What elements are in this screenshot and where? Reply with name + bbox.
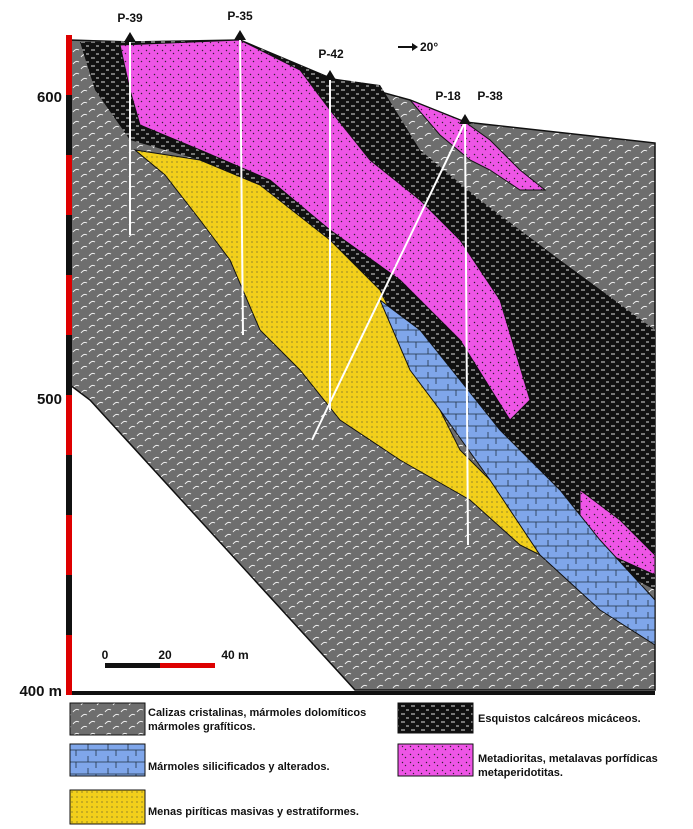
geology xyxy=(70,40,655,690)
legend-swatch xyxy=(70,703,145,735)
scale-label: 20 xyxy=(158,648,172,662)
orientation: 20° xyxy=(398,40,438,54)
scale-segment xyxy=(160,663,215,668)
drill-label: P-35 xyxy=(227,9,253,23)
ruler xyxy=(66,35,72,695)
drill-label: P-39 xyxy=(117,11,143,25)
legend-text: Menas piríticas masivas y estratiformes. xyxy=(148,806,359,818)
cross-section: P-39 P-35 P-42 P-18 P-38 20° 600 500 400… xyxy=(0,0,693,829)
drill-label: P-18 xyxy=(435,89,461,103)
legend-text: Calizas cristalinas, mármoles dolomítico… xyxy=(148,707,366,719)
legend-swatch xyxy=(398,744,473,776)
legend-swatch xyxy=(70,790,145,824)
ruler-segment xyxy=(66,155,72,215)
legend-text: Mármoles silicificados y alterados. xyxy=(148,761,330,773)
legend: Calizas cristalinas, mármoles dolomítico… xyxy=(70,703,658,824)
scale-segment xyxy=(105,663,160,668)
elevation-label: 600 xyxy=(37,89,62,106)
legend-text: metaperidotitas. xyxy=(478,767,563,779)
ruler-segment xyxy=(66,35,72,95)
legend-swatch xyxy=(70,744,145,776)
ruler-segment xyxy=(66,275,72,335)
scale-label: 40 m xyxy=(221,648,248,662)
ruler-segment xyxy=(66,395,72,455)
scale-label: 0 xyxy=(102,648,109,662)
legend-text: mármoles grafíticos. xyxy=(148,721,256,733)
legend-text: Esquistos calcáreos micáceos. xyxy=(478,713,641,725)
ruler-segment xyxy=(66,635,72,695)
drill-label: P-38 xyxy=(477,89,503,103)
elevation-label: 500 xyxy=(37,391,62,408)
collar xyxy=(459,114,471,124)
collar xyxy=(124,32,136,42)
scale-bar: 0 20 40 m xyxy=(102,648,249,668)
elevation-label: 400 m xyxy=(19,683,62,700)
legend-text: Metadioritas, metalavas porfídicas xyxy=(478,753,658,765)
collar xyxy=(324,70,336,80)
orientation-label: 20° xyxy=(420,40,438,54)
arrow-head xyxy=(412,43,418,51)
collar xyxy=(234,30,246,40)
ruler-segment xyxy=(66,515,72,575)
drill-label: P-42 xyxy=(318,47,344,61)
legend-swatch xyxy=(398,703,473,733)
